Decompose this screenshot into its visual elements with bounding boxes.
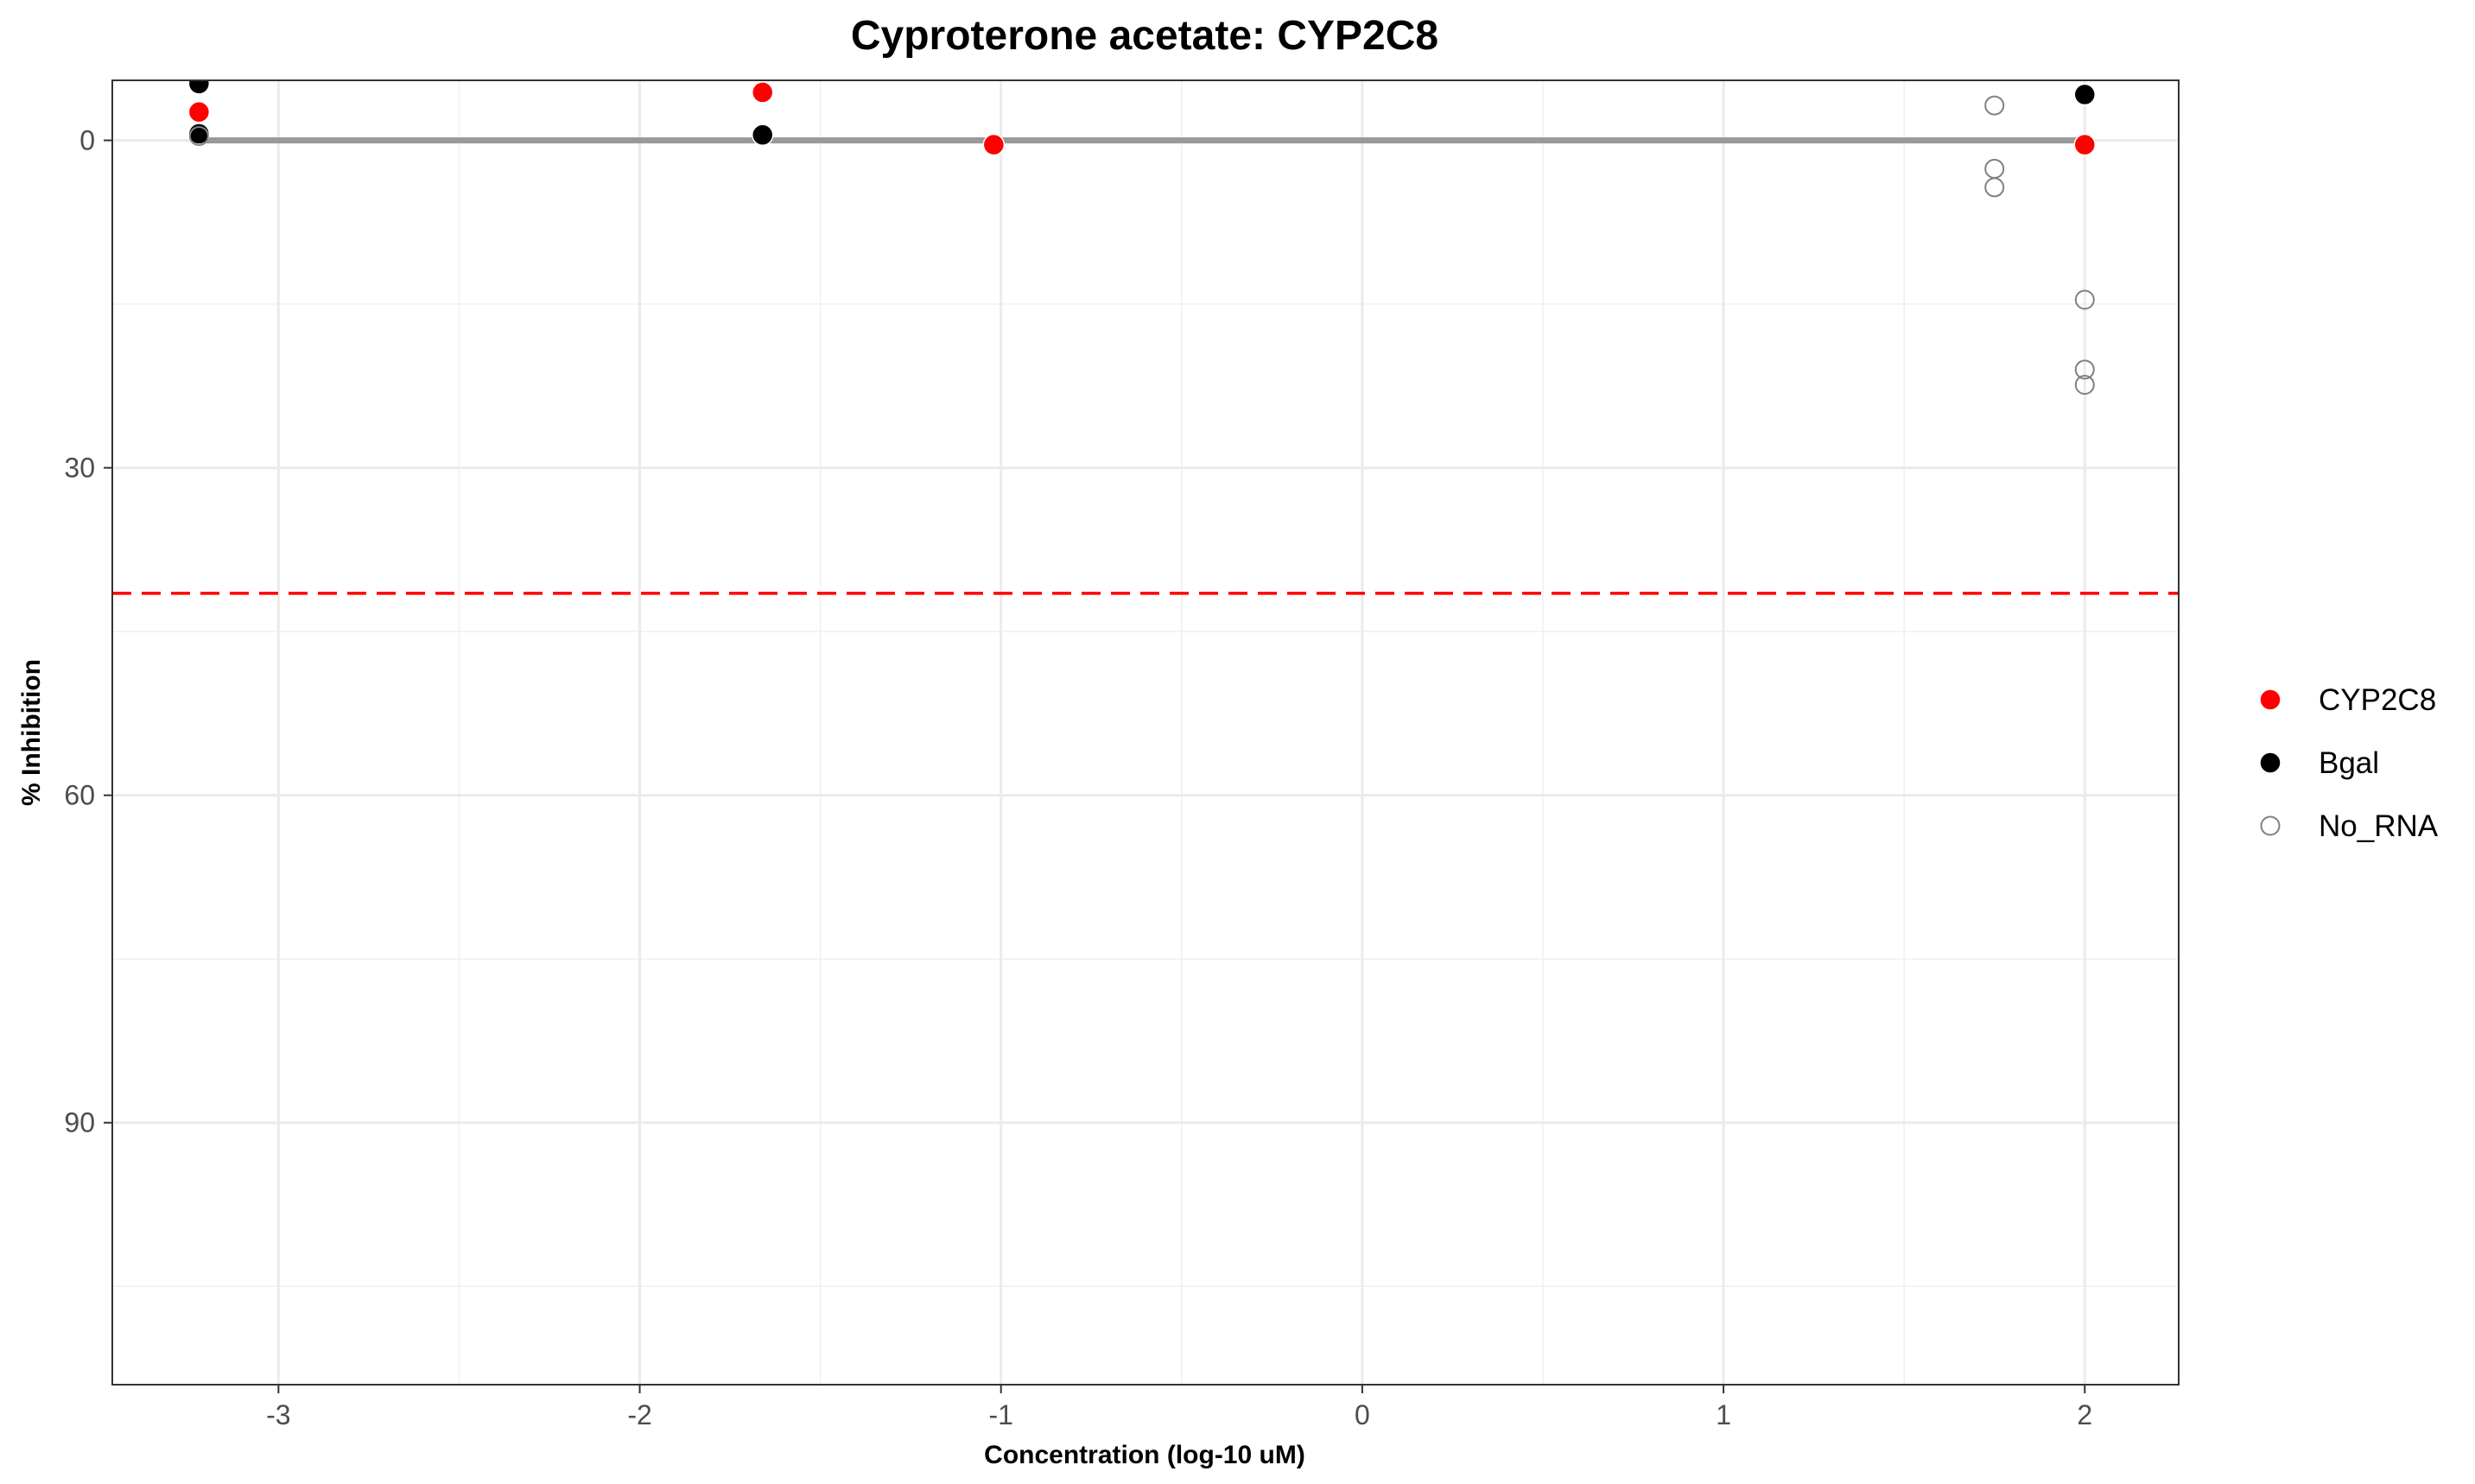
point-cyp2c8 — [187, 100, 211, 124]
chart-title: Cyproterone acetate: CYP2C8 — [851, 13, 1438, 59]
plot-panel — [112, 80, 2179, 1385]
x-tick-label: -1 — [989, 1399, 1013, 1430]
point-cyp2c8 — [2073, 133, 2097, 156]
y-tick-label: 0 — [79, 124, 95, 155]
plot-border — [111, 79, 2180, 1386]
x-axis-title: Concentration (log-10 uM) — [984, 1441, 1305, 1469]
y-tick-label: 30 — [64, 453, 95, 484]
legend: CYP2C8 Bgal No_RNA — [2259, 683, 2439, 843]
point-no-rna — [2074, 359, 2095, 380]
point-bgal — [187, 80, 211, 95]
data-points — [187, 80, 2097, 396]
point-no-rna — [2074, 289, 2095, 310]
x-tick-label: 2 — [2077, 1399, 2092, 1430]
x-tick-label: -3 — [266, 1399, 290, 1430]
legend-label-cyp2c8: CYP2C8 — [2319, 683, 2436, 717]
legend-key-no-rna — [2260, 815, 2281, 836]
y-axis-title: % Inhibition — [17, 659, 46, 806]
legend-label-bgal: Bgal — [2319, 746, 2379, 780]
x-tick-label: 0 — [1355, 1399, 1370, 1430]
point-no-rna — [188, 125, 209, 146]
x-tick-label: 1 — [1716, 1399, 1731, 1430]
point-cyp2c8 — [982, 133, 1006, 156]
reference-lines — [112, 136, 2179, 595]
point-bgal — [751, 124, 774, 146]
y-axis: 0 30 60 90 — [64, 124, 112, 1138]
legend-key-cyp2c8 — [2259, 688, 2281, 711]
x-tick-label: -2 — [627, 1399, 651, 1430]
legend-label-no-rna: No_RNA — [2319, 809, 2439, 843]
point-cyp2c8 — [751, 81, 774, 104]
y-tick-label: 90 — [64, 1107, 95, 1138]
point-bgal — [2073, 83, 2097, 106]
y-tick-label: 60 — [64, 780, 95, 811]
point-no-rna — [2074, 375, 2095, 396]
point-no-rna — [1984, 95, 2005, 116]
point-no-rna — [1984, 177, 2005, 198]
x-axis: -3 -2 -1 0 1 2 — [266, 1385, 2092, 1430]
legend-key-bgal — [2259, 752, 2281, 774]
